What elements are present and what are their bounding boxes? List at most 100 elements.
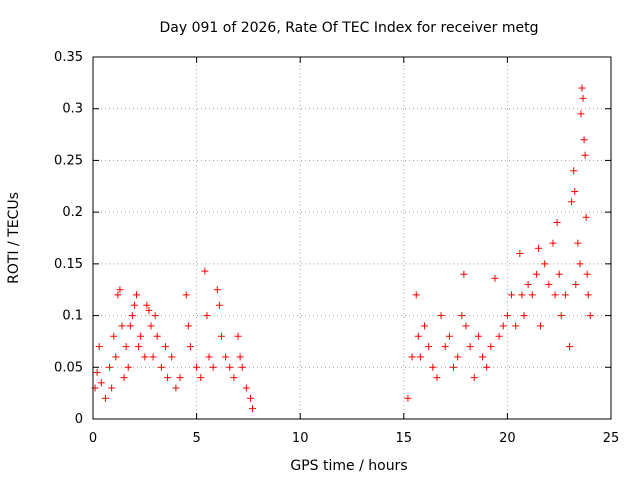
- data-point: [537, 322, 545, 330]
- data-point: [458, 312, 466, 320]
- data-point: [528, 291, 536, 299]
- data-point: [499, 322, 507, 330]
- x-tick-label: 25: [603, 431, 620, 446]
- data-point: [454, 353, 462, 361]
- data-point: [566, 343, 574, 351]
- data-point: [549, 239, 557, 247]
- data-point: [574, 239, 582, 247]
- data-point: [106, 363, 114, 371]
- data-point: [524, 281, 532, 289]
- data-point: [479, 353, 487, 361]
- data-point: [114, 291, 122, 299]
- x-tick-label: 20: [499, 431, 516, 446]
- data-point: [421, 322, 429, 330]
- data-point: [580, 136, 588, 144]
- x-tick-label: 0: [89, 431, 97, 446]
- data-point: [230, 374, 238, 382]
- data-point: [583, 270, 591, 278]
- data-point: [557, 312, 565, 320]
- data-point: [116, 286, 124, 294]
- y-tick-label: 0.15: [54, 257, 83, 272]
- data-point: [579, 94, 587, 102]
- data-point: [412, 291, 420, 299]
- data-point: [460, 270, 468, 278]
- x-tick-label: 5: [192, 431, 200, 446]
- data-point: [201, 267, 209, 275]
- data-point: [518, 291, 526, 299]
- data-point: [441, 343, 449, 351]
- data-point: [236, 353, 244, 361]
- data-point: [541, 260, 549, 268]
- grid: [93, 57, 611, 419]
- data-point: [141, 353, 149, 361]
- data-point: [217, 332, 225, 340]
- data-point: [491, 274, 499, 282]
- x-tick-label: 10: [292, 431, 309, 446]
- data-point: [551, 291, 559, 299]
- data-point: [561, 291, 569, 299]
- data-point: [466, 343, 474, 351]
- data-point: [209, 363, 217, 371]
- data-point: [234, 332, 242, 340]
- data-point: [122, 343, 130, 351]
- data-point: [95, 343, 103, 351]
- data-point: [553, 218, 561, 226]
- y-axis-label: ROTI / TECUs: [6, 192, 22, 284]
- data-point: [176, 374, 184, 382]
- data-point: [120, 374, 128, 382]
- data-point: [584, 291, 592, 299]
- data-point: [555, 270, 563, 278]
- data-point: [93, 368, 101, 376]
- data-point: [568, 198, 576, 206]
- data-point: [193, 363, 201, 371]
- data-point: [157, 363, 165, 371]
- data-point: [215, 301, 223, 309]
- data-point: [205, 353, 213, 361]
- data-point: [184, 322, 192, 330]
- data-point: [414, 332, 422, 340]
- data-point: [516, 250, 524, 258]
- data-point: [110, 332, 118, 340]
- data-point: [570, 167, 578, 175]
- data-point: [512, 322, 520, 330]
- data-point: [470, 374, 478, 382]
- data-point: [101, 394, 109, 402]
- data-point: [128, 312, 136, 320]
- data-points: [91, 84, 594, 413]
- axis-ticks: [92, 56, 612, 420]
- x-tick-label: 15: [396, 431, 413, 446]
- plot-frame: [92, 56, 612, 420]
- data-point: [226, 363, 234, 371]
- y-tick-label: 0.35: [54, 50, 83, 65]
- data-point: [576, 260, 584, 268]
- data-point: [571, 187, 579, 195]
- data-point: [172, 384, 180, 392]
- data-point: [577, 110, 585, 118]
- data-point: [151, 312, 159, 320]
- y-tick-label: 0.05: [54, 360, 83, 375]
- data-point: [130, 301, 138, 309]
- data-point: [137, 332, 145, 340]
- data-point: [238, 363, 246, 371]
- y-tick-label: 0.25: [54, 153, 83, 168]
- data-point: [168, 353, 176, 361]
- data-point: [508, 291, 516, 299]
- data-point: [462, 322, 470, 330]
- data-point: [222, 353, 230, 361]
- y-tick-labels: 0 0.05 0.1 0.15 0.2 0.25 0.3 0.35: [54, 50, 83, 427]
- data-point: [203, 312, 211, 320]
- data-point: [186, 343, 194, 351]
- data-point: [581, 151, 589, 159]
- data-point: [545, 281, 553, 289]
- data-point: [408, 353, 416, 361]
- data-point: [503, 312, 511, 320]
- data-point: [572, 281, 580, 289]
- data-point: [124, 363, 132, 371]
- data-point: [474, 332, 482, 340]
- data-point: [450, 363, 458, 371]
- data-point: [118, 322, 126, 330]
- data-point: [112, 353, 120, 361]
- data-point: [143, 301, 151, 309]
- data-point: [445, 332, 453, 340]
